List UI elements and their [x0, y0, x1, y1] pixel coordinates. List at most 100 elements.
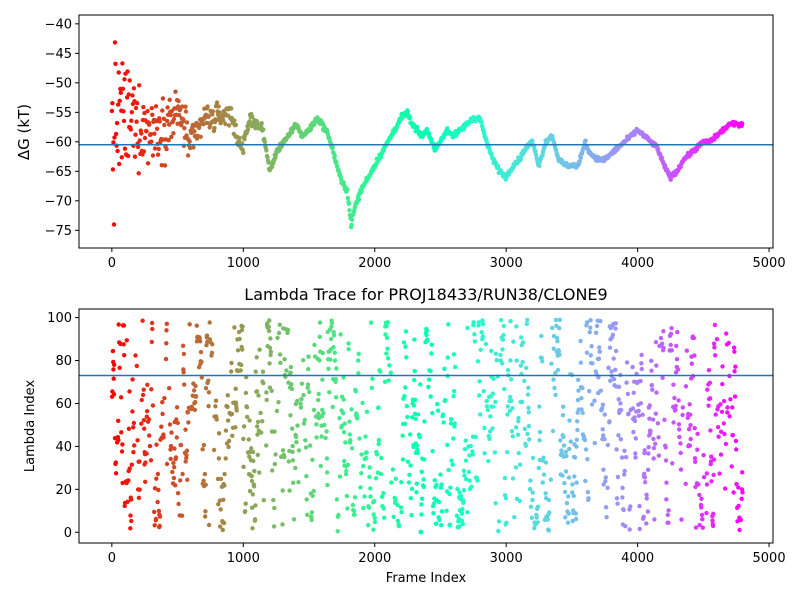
lambda-point	[317, 358, 322, 363]
lambda-point	[450, 462, 455, 467]
dg-point	[113, 131, 119, 137]
lambda-point	[584, 320, 590, 325]
lambda-point	[422, 419, 427, 424]
lambda-point	[470, 452, 475, 457]
lambda-point	[683, 481, 688, 486]
lambda-point	[346, 341, 351, 346]
lambda-point	[566, 475, 572, 480]
lambda-point	[251, 484, 257, 489]
dg-point	[184, 120, 190, 125]
lambda-point	[171, 460, 176, 466]
lambda-point	[717, 471, 722, 476]
lambda-point	[378, 369, 383, 374]
lambda-point	[289, 382, 294, 387]
lambda-point	[232, 325, 237, 330]
lambda-point	[487, 436, 492, 441]
y-tick-label: −65	[45, 165, 72, 180]
lambda-point	[449, 458, 454, 463]
lambda-point	[345, 506, 350, 511]
lambda-point	[478, 412, 483, 417]
dg-point	[120, 61, 125, 66]
lambda-point	[651, 445, 657, 451]
lambda-point	[653, 441, 658, 446]
lambda-point	[706, 403, 711, 408]
lambda-point	[413, 416, 418, 421]
lambda-point	[175, 491, 181, 496]
lambda-point	[534, 515, 539, 520]
lambda-point	[258, 410, 263, 416]
lambda-point	[331, 329, 336, 335]
lambda-point	[566, 511, 571, 516]
lambda-point	[276, 330, 282, 336]
lambda-point	[509, 429, 515, 434]
dg-point	[346, 201, 352, 206]
lambda-point	[677, 434, 682, 440]
lambda-point	[144, 409, 150, 414]
lambda-point	[622, 472, 627, 477]
lambda-point	[438, 472, 443, 477]
lambda-point	[192, 407, 198, 412]
lambda-point	[737, 527, 742, 533]
lambda-point	[381, 506, 386, 511]
lambda-point	[457, 524, 462, 529]
lambda-point	[718, 452, 724, 457]
dg-panel: 0 1000 2000 3000 4000 5000 −75 −70 −65 −60 −55 −50…	[15, 14, 786, 271]
lambda-point	[602, 437, 607, 442]
lambda-point	[135, 438, 140, 443]
lambda-point	[467, 453, 472, 458]
lambda-point	[405, 414, 410, 420]
lambda-point	[622, 448, 627, 453]
lambda-point	[152, 486, 158, 491]
lambda-point	[390, 467, 396, 472]
lambda-point	[674, 357, 680, 362]
lambda-point	[669, 326, 674, 331]
lambda-point	[157, 523, 162, 529]
lambda-point	[121, 323, 127, 328]
lambda-point	[559, 448, 564, 453]
lambda-point	[333, 377, 338, 382]
lambda-point	[651, 436, 656, 442]
lambda-point	[666, 508, 671, 513]
lambda-point	[203, 386, 209, 391]
lambda-point	[260, 369, 266, 374]
dg-point	[265, 154, 270, 160]
dg-point	[126, 92, 131, 97]
dg-point	[179, 123, 184, 128]
dg-point	[164, 118, 170, 124]
lambda-point	[367, 474, 372, 480]
lambda-point	[132, 443, 137, 448]
dg-point	[740, 121, 745, 126]
lambda-point	[217, 498, 223, 503]
lambda-point	[384, 323, 389, 329]
lambda-point	[414, 490, 419, 495]
lambda-point	[374, 452, 380, 457]
dg-point	[164, 146, 169, 152]
lambda-point	[373, 476, 379, 481]
lambda-point	[555, 367, 561, 373]
lambda-point	[376, 441, 381, 447]
lambda-point	[280, 522, 285, 527]
lambda-point	[668, 342, 673, 348]
lambda-point	[193, 383, 198, 389]
y-tick-label: 60	[55, 397, 72, 412]
lambda-point	[493, 351, 499, 356]
lambda-point	[585, 457, 590, 462]
lambda-point	[553, 392, 558, 398]
dg-point	[130, 93, 135, 98]
dg-point	[349, 222, 354, 227]
dg-point	[129, 110, 134, 115]
lambda-point	[597, 345, 602, 350]
dg-point	[658, 152, 663, 157]
lambda-point	[510, 476, 516, 481]
lambda-point	[646, 451, 651, 456]
dg-point	[533, 152, 539, 157]
lambda-point	[482, 451, 487, 456]
lambda-point	[307, 443, 313, 448]
lambda-point	[399, 509, 404, 515]
lambda-point	[353, 389, 358, 394]
lambda-point	[247, 418, 252, 423]
lambda-point	[611, 356, 616, 361]
lambda-point	[245, 414, 250, 420]
lambda-point	[186, 420, 191, 425]
dg-point	[171, 116, 177, 122]
